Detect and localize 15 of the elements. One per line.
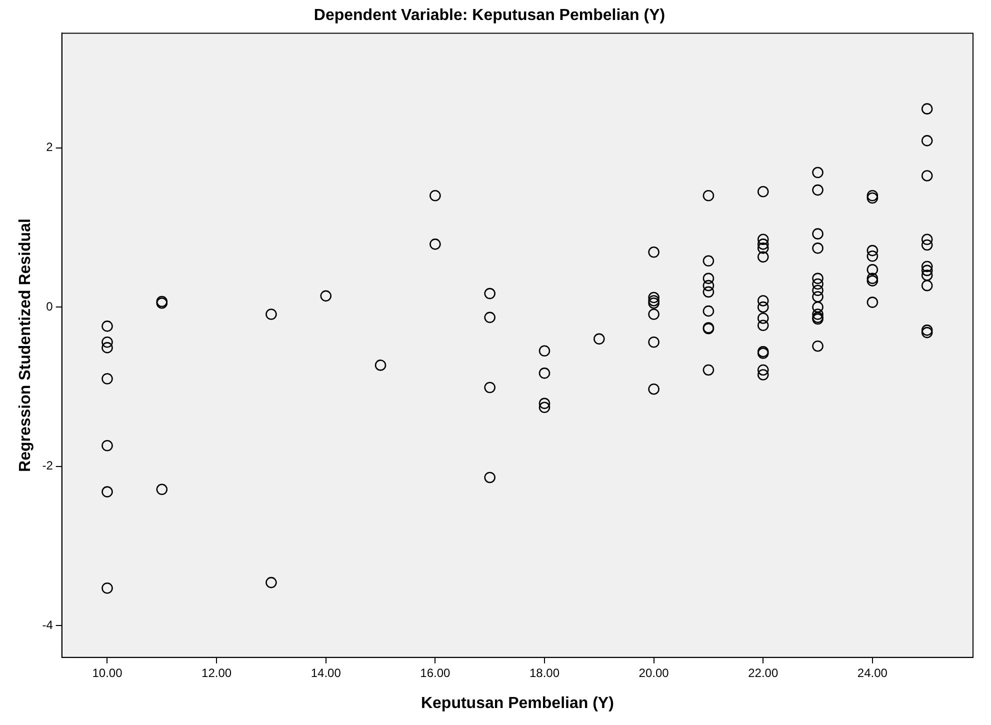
x-axis-title: Keputusan Pembelian (Y)	[420, 694, 614, 712]
y-axis-title: Regression Studentized Residual	[17, 218, 34, 472]
x-tick-label: 24.00	[857, 666, 888, 680]
x-tick-label: 20.00	[638, 666, 670, 680]
y-tick-label: 2	[46, 140, 54, 154]
y-tick-label: -4	[42, 618, 54, 632]
x-tick-label: 12.00	[202, 666, 232, 680]
y-tick-label: 0	[46, 299, 54, 314]
x-tick-label: 18.00	[529, 666, 560, 680]
chart-title: Dependent Variable: Keputusan Pembelian (Y)	[314, 7, 666, 24]
x-tick-label: 16.00	[420, 666, 451, 680]
x-tick-label: 14.00	[310, 666, 342, 680]
x-tick-label: 22.00	[748, 666, 778, 680]
y-tick-label: -2	[42, 458, 54, 473]
x-tick-label: 10.00	[92, 666, 123, 680]
